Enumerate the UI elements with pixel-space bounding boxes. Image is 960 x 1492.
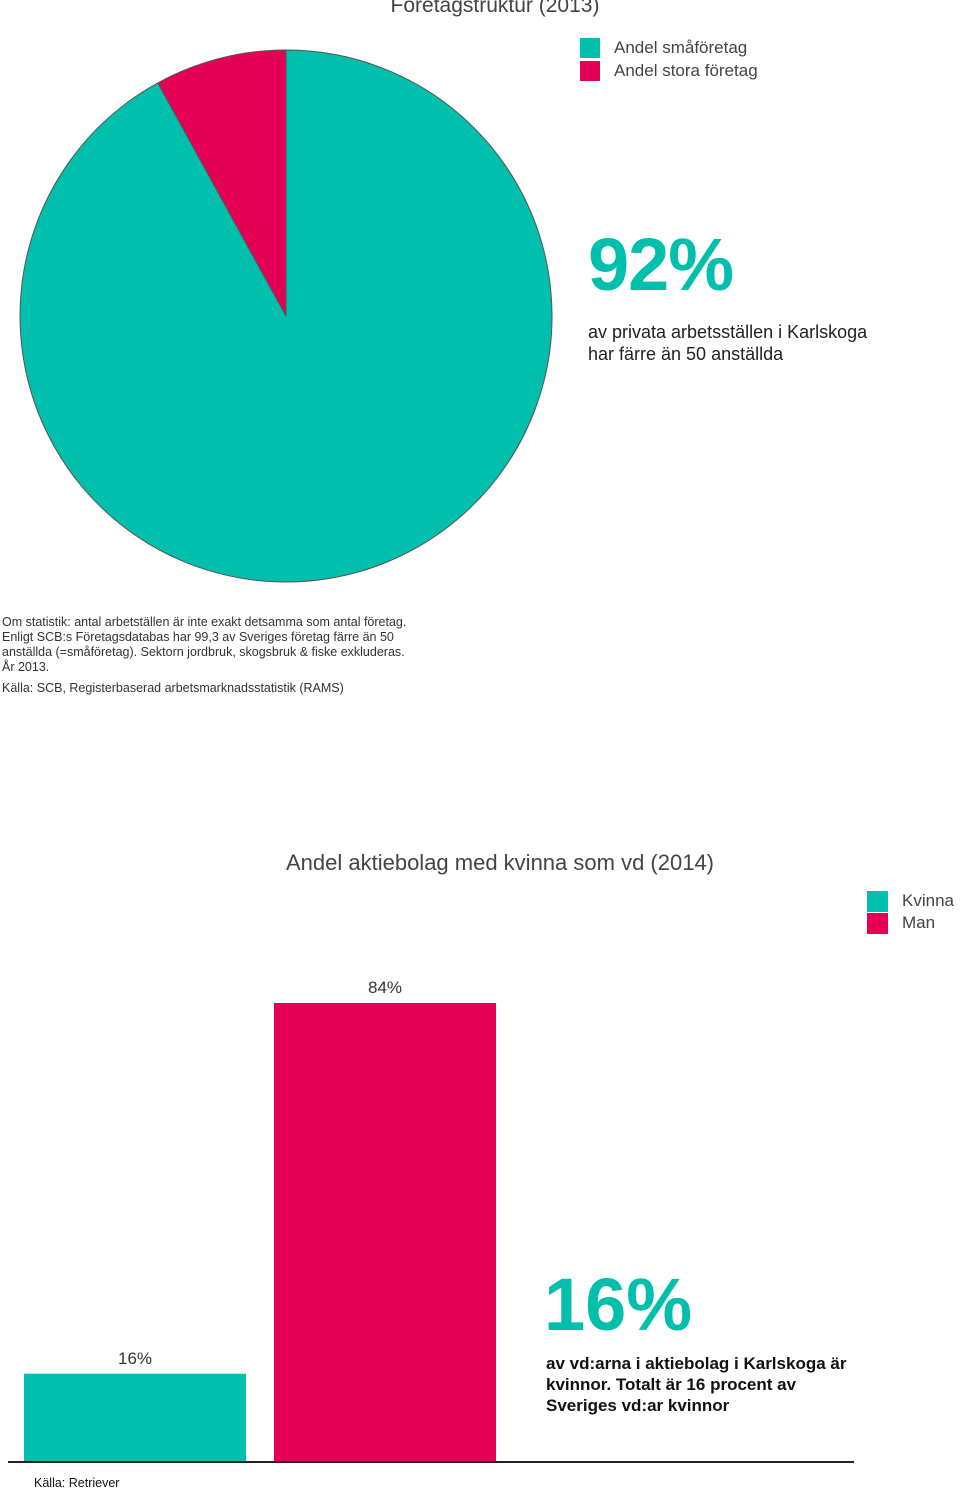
note-line: anställda (=småföretag). Sektorn jordbru… — [2, 645, 405, 659]
bar-kvinna — [24, 1373, 246, 1461]
pie-legend: Andel småföretag Andel stora företag — [580, 36, 758, 82]
callout-line: av vd:arna i aktiebolag i Karlskoga är — [546, 1354, 847, 1373]
legend-label: Man — [902, 913, 936, 932]
legend-swatch-crimson — [580, 60, 600, 81]
bar-man — [274, 1003, 496, 1461]
callout-description-1: av privata arbetsställen i Karlskoga har… — [588, 321, 948, 365]
bar-chart-title: Andel aktiebolag med kvinna som vd (2014… — [285, 850, 715, 875]
bar-data-label: 84% — [368, 978, 402, 997]
bar-legend: Kvinna Man — [867, 890, 954, 934]
note-line: Om statistik: antal arbetställen är inte… — [2, 615, 407, 629]
legend-label: Andel småföretag — [614, 37, 748, 57]
callout-line: har färre än 50 anställda — [588, 344, 784, 364]
pie-slice-stora-foretag — [157, 49, 287, 317]
source-note-scb: Källa: SCB, Registerbaserad arbetsmarkna… — [2, 681, 344, 695]
callout-line: av privata arbetsställen i Karlskoga — [588, 322, 868, 342]
callout-percentage-16: 16% — [544, 1263, 693, 1346]
callout-percentage-92: 92% — [588, 223, 734, 306]
legend-swatch-crimson — [867, 912, 888, 934]
legend-item-stora-foretag: Andel stora företag — [580, 59, 758, 82]
source-note-retriever: Källa: Retriever — [34, 1476, 120, 1490]
legend-swatch-teal — [580, 37, 600, 58]
legend-label: Andel stora företag — [614, 60, 758, 80]
bar-data-label: 16% — [118, 1349, 152, 1368]
statistics-note: Om statistik: antal arbetställen är inte… — [2, 615, 472, 675]
callout-line: Sveriges vd:ar kvinnor — [546, 1396, 730, 1415]
note-line: År 2013. — [2, 660, 50, 674]
legend-label: Kvinna — [902, 891, 954, 910]
legend-item-kvinna: Kvinna — [867, 890, 954, 912]
note-line: Enligt SCB:s Företagsdatabas har 99,3 av… — [2, 630, 394, 644]
legend-swatch-teal — [867, 890, 888, 912]
callout-line: kvinnor. Totalt är 16 procent av — [546, 1375, 797, 1394]
legend-item-man: Man — [867, 912, 954, 934]
legend-item-smaforetag: Andel småföretag — [580, 36, 758, 59]
callout-description-2: av vd:arna i aktiebolag i Karlskoga är k… — [546, 1353, 896, 1416]
pie-chart-title: Företagstruktur (2013) — [390, 0, 600, 17]
